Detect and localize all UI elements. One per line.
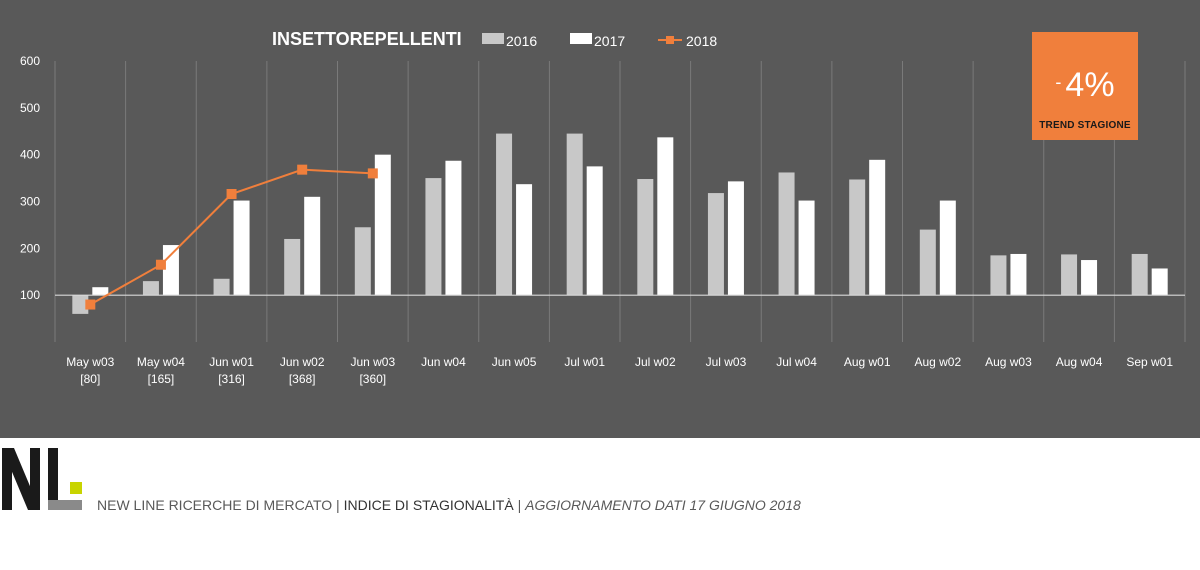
legend-marker-2018: [666, 36, 674, 44]
bar-2016-jun-w05: [496, 133, 513, 296]
trend-label: TREND STAGIONE: [1039, 120, 1131, 131]
bar-2017-jun-w04: [445, 160, 462, 296]
bar-2016-aug-w02: [919, 229, 936, 296]
x-tick-label: Aug w04: [1056, 355, 1103, 369]
line-point-2018: [226, 189, 237, 200]
trend-dash: -: [1055, 72, 1062, 92]
x-tick-sublabel: [80]: [80, 372, 100, 386]
x-tick-label: Aug w03: [985, 355, 1032, 369]
bar-2017-jun-w03: [374, 154, 391, 296]
y-tick-label: 200: [20, 241, 40, 255]
x-tick-sublabel: [165]: [148, 372, 175, 386]
bar-2016-jul-w04: [778, 172, 795, 296]
legend-swatch-2017: [570, 33, 592, 44]
bar-2017-jun-w05: [516, 184, 533, 296]
x-tick-label: Jul w01: [564, 355, 605, 369]
line-point-2018: [155, 259, 166, 270]
logo-accent-square: [70, 482, 82, 494]
bar-2017-jun-w02: [304, 196, 321, 296]
line-point-2018: [367, 168, 378, 179]
bar-2016-jul-w01: [566, 133, 583, 296]
bar-2017-sep-w01: [1151, 268, 1168, 296]
x-tick-label: Jun w03: [350, 355, 395, 369]
x-tick-label: Jun w02: [280, 355, 325, 369]
y-tick-label: 400: [20, 148, 40, 162]
bar-2017-jul-w04: [798, 200, 815, 296]
x-tick-label: May w04: [137, 355, 185, 369]
bar-2016-jul-w03: [707, 193, 724, 296]
x-tick-label: Sep w01: [1126, 355, 1173, 369]
footer-update: AGGIORNAMENTO DATI 17 GIUGNO 2018: [525, 497, 801, 513]
bar-2016-may-w03: [72, 295, 89, 314]
legend-label-2016: 2016: [506, 33, 537, 49]
bar-2017-jul-w02: [657, 137, 674, 296]
bar-2016-may-w04: [142, 281, 159, 296]
x-tick-label: Jul w03: [706, 355, 747, 369]
footer-separator: |: [513, 497, 526, 513]
bar-2017-jul-w01: [586, 166, 603, 296]
x-tick-label: Jun w05: [492, 355, 537, 369]
bar-2017-aug-w03: [1010, 253, 1027, 296]
trend-badge: -4% TREND STAGIONE: [1032, 32, 1138, 140]
trend-percentage: 4%: [1065, 66, 1115, 104]
chart-title: INSETTOREPELLENTI: [272, 29, 462, 49]
x-tick-sublabel: [368]: [289, 372, 316, 386]
y-tick-label: 600: [20, 54, 40, 68]
x-tick-label: Aug w01: [844, 355, 891, 369]
x-tick-label: Jun w01: [209, 355, 254, 369]
bar-2017-may-w03: [92, 287, 109, 296]
legend-swatch-2016: [482, 33, 504, 44]
bar-2017-aug-w02: [939, 200, 956, 296]
bar-2016-aug-w03: [990, 255, 1007, 296]
x-tick-sublabel: [316]: [218, 372, 245, 386]
x-tick-label: May w03: [66, 355, 114, 369]
footer-separator: |: [332, 497, 344, 513]
legend-label-2017: 2017: [594, 33, 625, 49]
footer-caption: NEW LINE RICERCHE DI MERCATO | INDICE DI…: [97, 497, 801, 513]
bar-2017-aug-w04: [1081, 260, 1098, 296]
x-tick-label: Jul w04: [776, 355, 817, 369]
trend-value: -4%: [1032, 62, 1138, 105]
y-tick-label: 300: [20, 195, 40, 209]
bar-2016-sep-w01: [1131, 253, 1148, 296]
bar-2016-jun-w04: [425, 178, 442, 296]
bar-2016-jul-w02: [637, 179, 654, 296]
bar-2016-jun-w02: [284, 238, 301, 296]
line-point-2018: [85, 299, 96, 310]
footer-company: NEW LINE RICERCHE DI MERCATO: [97, 497, 333, 513]
y-tick-label: 100: [20, 288, 40, 302]
chart-panel: 100 200 300 400 500 600 May w03 [80] May w04 [16…: [0, 0, 1200, 438]
x-tick-sublabel: [360]: [359, 372, 386, 386]
logo-n-letter: [2, 448, 40, 510]
x-tick-label: Jul w02: [635, 355, 676, 369]
bar-2017-aug-w01: [869, 159, 886, 296]
bar-2016-jun-w03: [354, 227, 371, 296]
legend-label-2018: 2018: [686, 33, 717, 49]
bar-2017-may-w04: [162, 245, 179, 296]
line-point-2018: [297, 164, 308, 175]
y-tick-label: 500: [20, 101, 40, 115]
bar-2017-jun-w01: [233, 200, 250, 296]
x-tick-label: Aug w02: [914, 355, 961, 369]
footer-index: INDICE DI STAGIONALITÀ: [343, 497, 514, 513]
bar-2016-aug-w04: [1061, 254, 1078, 296]
bar-line-chart: 100 200 300 400 500 600 May w03 [80] May w04 [16…: [20, 29, 1186, 386]
bar-2016-aug-w01: [849, 179, 866, 296]
bar-2017-jul-w03: [727, 181, 744, 296]
nl-logo: [2, 448, 82, 510]
logo-l-letter: [48, 448, 82, 510]
bar-2016-jun-w01: [213, 278, 230, 296]
x-tick-label: Jun w04: [421, 355, 466, 369]
